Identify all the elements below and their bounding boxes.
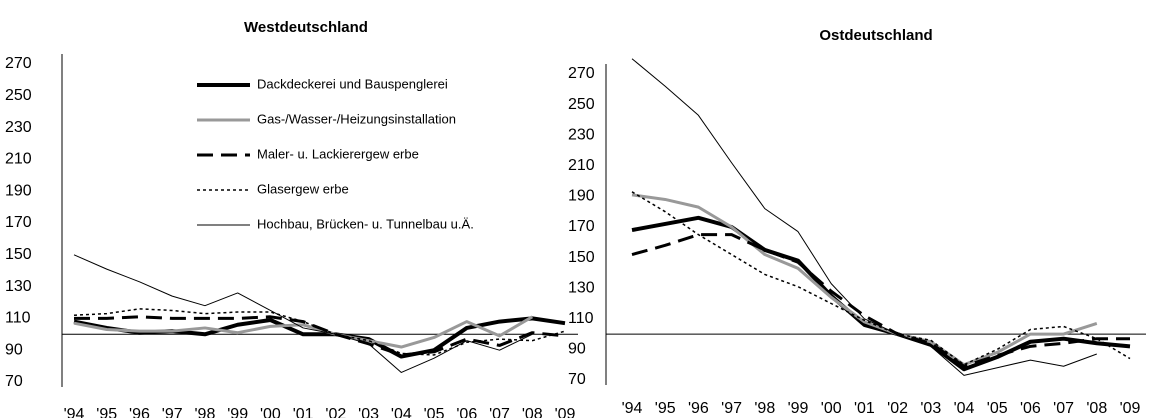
series-line [631, 233, 1130, 368]
x-tick-label: '07 [489, 406, 510, 418]
x-tick-label: '08 [1086, 400, 1107, 417]
x-tick-label: '99 [227, 406, 248, 418]
x-tick-label: '06 [456, 406, 477, 418]
y-tick-label: 150 [5, 246, 32, 263]
x-tick-label: '05 [424, 406, 445, 418]
x-tick-label: '02 [325, 406, 346, 418]
y-tick-label: 70 [568, 371, 586, 388]
series-line [631, 193, 1098, 367]
legend-label: Glasergew erbe [257, 181, 349, 196]
x-tick-label: '05 [987, 400, 1008, 417]
series-line [631, 58, 1097, 376]
series-line [73, 316, 566, 359]
series-line [73, 254, 533, 373]
y-tick-label: 90 [5, 341, 23, 358]
y-tick-label: 210 [5, 151, 32, 168]
x-tick-label: '04 [954, 400, 975, 417]
x-tick-label: '04 [391, 406, 412, 418]
y-tick-label: 250 [568, 96, 595, 113]
y-tick-label: 170 [568, 218, 595, 235]
y-tick-label: 130 [5, 278, 32, 295]
x-tick-label: '01 [293, 406, 314, 418]
x-tick-label: '94 [64, 406, 85, 418]
y-tick-label: 190 [5, 182, 32, 199]
y-tick-label: 190 [568, 188, 595, 205]
x-tick-label: '01 [854, 400, 875, 417]
y-tick-label: 110 [568, 310, 594, 327]
series-line [631, 191, 1131, 366]
series-line [73, 308, 566, 356]
chart-title: Ostdeutschland [819, 27, 932, 44]
x-tick-label: '97 [721, 400, 742, 417]
x-tick-label: '06 [1020, 400, 1041, 417]
series-line [631, 215, 1131, 372]
legend-label: Hochbau, Brücken- u. Tunnelbau u.Ä. [257, 216, 474, 231]
x-tick-label: '96 [688, 400, 709, 417]
y-tick-label: 230 [5, 119, 32, 136]
x-tick-label: '96 [129, 406, 150, 418]
x-tick-label: '02 [887, 400, 908, 417]
x-tick-label: '97 [162, 406, 183, 418]
series-line [73, 315, 534, 349]
legend-label: Gas-/Wasser-/Heizungsinstallation [257, 111, 456, 126]
x-tick-label: '03 [358, 406, 379, 418]
x-tick-label: '09 [1120, 400, 1141, 417]
x-tick-label: '03 [920, 400, 941, 417]
y-tick-label: 90 [568, 341, 586, 358]
x-tick-label: '08 [522, 406, 543, 418]
x-tick-label: '99 [788, 400, 809, 417]
x-tick-label: '07 [1053, 400, 1074, 417]
x-tick-label: '94 [622, 400, 643, 417]
y-tick-label: 110 [5, 310, 31, 327]
y-tick-label: 210 [568, 157, 595, 174]
y-tick-label: 70 [5, 373, 23, 390]
chart-title: Westdeutschland [244, 19, 368, 36]
legend-label: Dackdeckerei und Bauspenglerei [257, 76, 448, 91]
x-tick-label: '09 [555, 406, 576, 418]
x-tick-label: '95 [655, 400, 676, 417]
legend-label: Maler- u. Lackierergew erbe [257, 146, 419, 161]
x-tick-label: '00 [821, 400, 842, 417]
y-tick-label: 270 [568, 65, 595, 82]
y-tick-label: 130 [568, 279, 595, 296]
y-tick-label: 230 [568, 126, 595, 143]
x-tick-label: '95 [96, 406, 117, 418]
x-tick-label: '98 [195, 406, 216, 418]
y-tick-label: 270 [5, 55, 32, 72]
y-tick-label: 250 [5, 87, 32, 104]
y-tick-label: 150 [568, 249, 595, 266]
y-tick-label: 170 [5, 214, 32, 231]
x-tick-label: '98 [754, 400, 775, 417]
x-tick-label: '00 [260, 406, 281, 418]
